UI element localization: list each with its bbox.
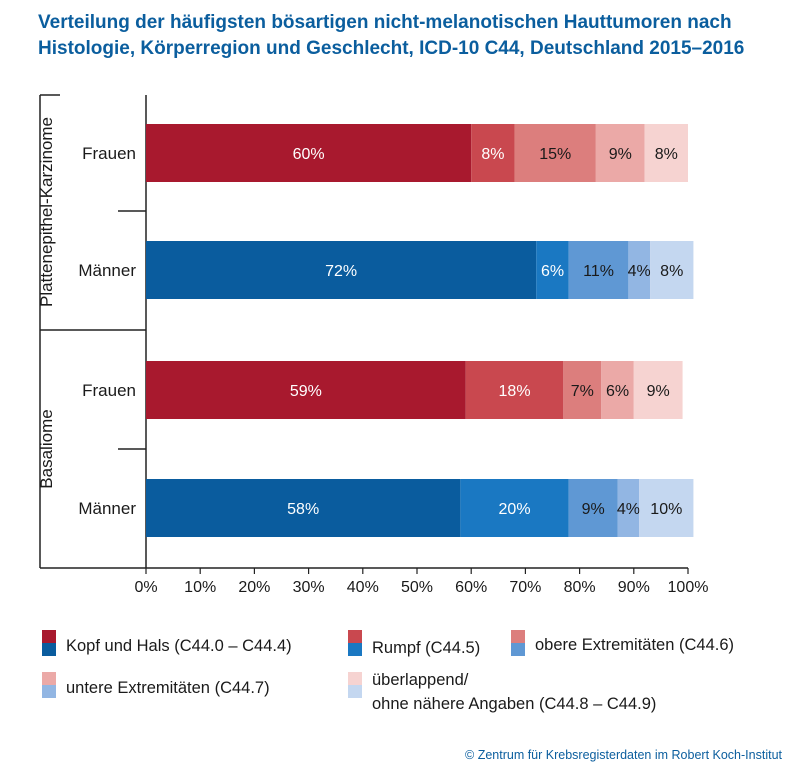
bar-segment-0-0-0	[146, 124, 472, 182]
bar-value-label-0-0-0: 60%	[293, 146, 325, 163]
bar-segment-1-0-4	[633, 361, 683, 419]
bar-segment-1-1-4	[639, 479, 694, 537]
legend-label-0: Kopf und Hals (C44.0 – C44.4)	[66, 637, 292, 655]
bar-segment-1-1-1	[460, 479, 569, 537]
bar-segment-0-1-4	[650, 241, 694, 299]
legend-swatch-f-2	[511, 630, 525, 643]
group-label-0: Plattenepithel-Karzinome	[37, 117, 56, 307]
bar-value-label-0-0-2: 15%	[539, 146, 571, 163]
legend-swatch-f-1	[348, 630, 362, 643]
bar-value-label-1-1-2: 9%	[582, 501, 605, 518]
bar-segment-0-0-4	[644, 124, 688, 182]
legend-label-4a: überlappend/	[372, 671, 469, 689]
x-tick-label-5: 50%	[401, 579, 433, 596]
x-tick-label-2: 20%	[238, 579, 270, 596]
bar-value-label-1-1-4: 10%	[650, 501, 682, 518]
group-label-1: Basaliome	[37, 409, 56, 488]
bar-value-label-1-1-1: 20%	[499, 501, 531, 518]
bar-segment-0-0-3	[595, 124, 645, 182]
legend-swatch-m-4	[348, 685, 362, 698]
bar-value-label-0-0-1: 8%	[481, 146, 504, 163]
x-tick-label-4: 40%	[347, 579, 379, 596]
row-label-0-1: Männer	[78, 261, 136, 280]
bar-value-label-1-0-0: 59%	[290, 383, 322, 400]
x-tick-label-9: 90%	[618, 579, 650, 596]
bar-segment-0-0-2	[514, 124, 596, 182]
legend-label-4b: ohne nähere Angaben (C44.8 – C44.9)	[372, 695, 657, 713]
x-tick-label-8: 80%	[564, 579, 596, 596]
legend-swatch-m-1	[348, 643, 362, 656]
bar-value-label-0-1-2: 11%	[583, 263, 614, 280]
chart-title: Verteilung der häufigsten bösartigen nic…	[38, 12, 745, 59]
bar-value-label-1-0-2: 7%	[571, 383, 594, 400]
legend-label-2: obere Extremitäten (C44.6)	[535, 636, 735, 654]
bar-value-label-1-1-3: 4%	[617, 501, 640, 518]
bar-value-label-1-1-0: 58%	[287, 501, 319, 518]
legend-swatch-f-4	[348, 672, 362, 685]
x-tick-label-3: 30%	[293, 579, 325, 596]
legend: Kopf und Hals (C44.0 – C44.4) Rumpf (C44…	[42, 628, 782, 724]
bar-segment-0-1-2	[568, 241, 629, 299]
legend-swatch-f-3	[42, 672, 56, 685]
legend-swatch-m-3	[42, 685, 56, 698]
bar-value-label-0-1-3: 4%	[628, 263, 651, 280]
bar-segment-0-1-0	[146, 241, 537, 299]
bar-segment-0-1-3	[628, 241, 651, 299]
bar-segment-1-0-3	[601, 361, 634, 419]
bar-value-label-0-1-0: 72%	[325, 263, 357, 280]
legend-swatch-f-0	[42, 630, 56, 643]
row-label-0-0: Frauen	[82, 144, 136, 163]
bar-segment-1-0-1	[465, 361, 564, 419]
legend-swatch-m-0	[42, 643, 56, 656]
bar-value-label-1-0-1: 18%	[499, 383, 531, 400]
x-tick-label-0: 0%	[134, 579, 157, 596]
bar-value-label-1-0-3: 6%	[606, 383, 629, 400]
copyright-credit: © Zentrum für Krebsregisterdaten im Robe…	[465, 748, 782, 762]
bar-segment-0-0-1	[471, 124, 515, 182]
bar-segment-1-0-0	[146, 361, 466, 419]
stacked-bar-chart: 0% 10% 20% 30% 40% 50% 60% 70% 80% 90% 100% Platten…	[37, 94, 709, 596]
bar-segment-0-1-1	[536, 241, 569, 299]
x-tick-label-6: 60%	[455, 579, 487, 596]
bar-value-label-0-1-4: 8%	[660, 263, 683, 280]
bar-value-label-0-0-4: 8%	[655, 146, 678, 163]
legend-swatch-m-2	[511, 643, 525, 656]
x-tick-label-1: 10%	[184, 579, 216, 596]
bar-value-label-0-0-3: 9%	[609, 146, 632, 163]
bar-segment-1-1-0	[146, 479, 461, 537]
bar-segment-1-1-3	[617, 479, 640, 537]
bar-value-label-1-0-4: 9%	[647, 383, 670, 400]
row-label-1-0: Frauen	[82, 381, 136, 400]
bar-segment-1-0-2	[563, 361, 602, 419]
legend-label-3: untere Extremitäten (C44.7)	[66, 679, 270, 697]
x-tick-label-10: 100%	[668, 579, 709, 596]
bar-value-label-0-1-1: 6%	[541, 263, 564, 280]
bar-segment-1-1-2	[568, 479, 618, 537]
row-label-1-1: Männer	[78, 499, 136, 518]
x-tick-label-7: 70%	[509, 579, 541, 596]
legend-label-1: Rumpf (C44.5)	[372, 639, 481, 657]
